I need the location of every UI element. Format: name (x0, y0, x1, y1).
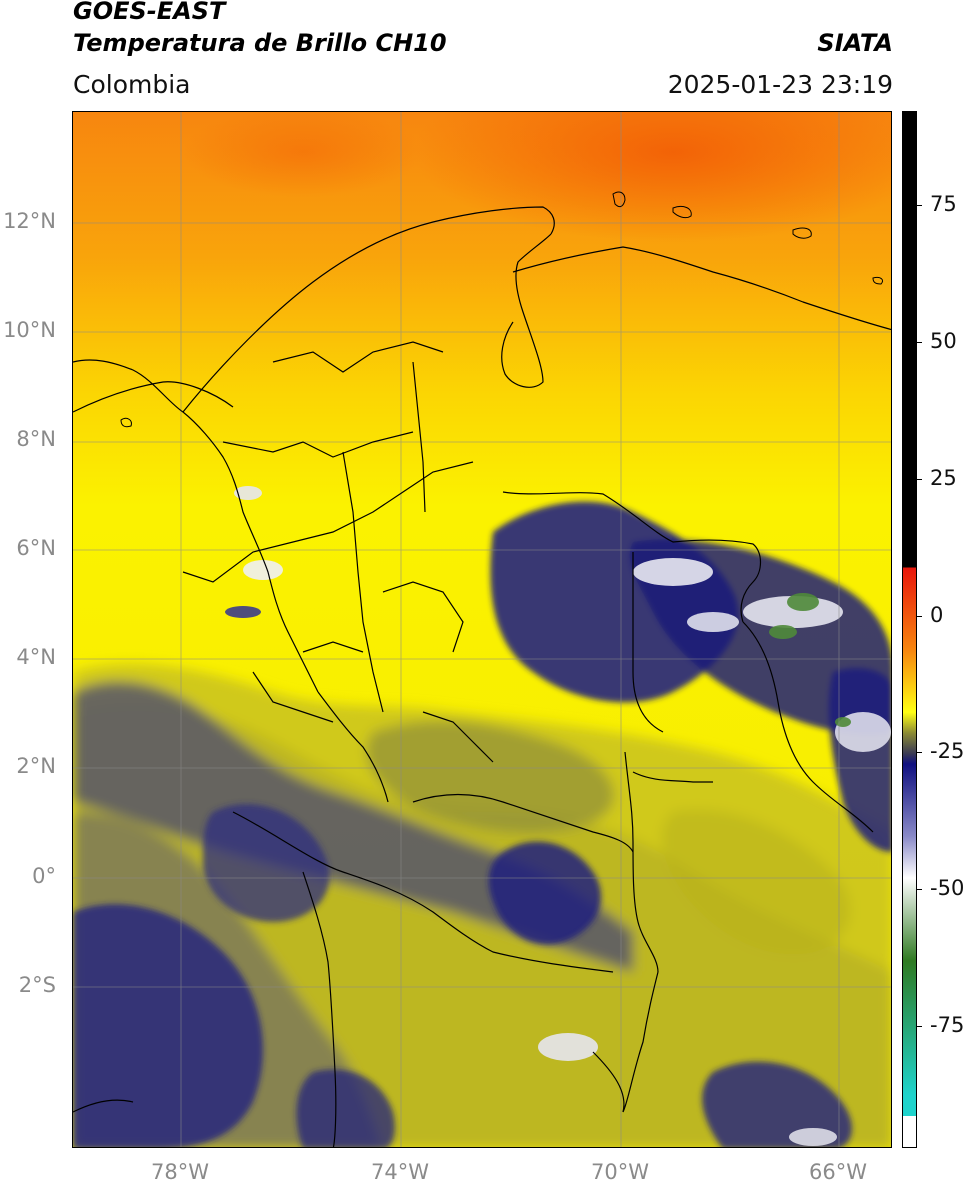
colorbar-tick (917, 205, 922, 206)
lat-label-10n: 10°N (3, 318, 56, 342)
lat-label-2n: 2°N (16, 754, 56, 778)
graticule (73, 112, 891, 1147)
region-label: Colombia (73, 70, 191, 99)
lat-label-8n: 8°N (16, 427, 56, 451)
colorbar-label: 75 (930, 192, 957, 216)
convective-clouds (73, 501, 891, 1147)
colorbar-tick (917, 1026, 922, 1027)
colorbar-label: -25 (930, 739, 965, 763)
colorbar-label: 50 (930, 329, 957, 353)
warm-area (413, 112, 891, 242)
lat-label-12n: 12°N (3, 209, 56, 233)
colorbar (902, 111, 917, 1148)
satellite-map (73, 112, 891, 1147)
map-panel (72, 111, 892, 1148)
lat-label-4n: 4°N (16, 645, 56, 669)
colorbar-label: 25 (930, 466, 957, 490)
colorbar-label: -50 (930, 876, 965, 900)
product-title: Temperatura de Brillo CH10 (73, 29, 447, 57)
lon-label-74w: 74°W (371, 1160, 429, 1184)
colorbar-tick (917, 616, 922, 617)
colorbar-label: -75 (930, 1013, 965, 1037)
agency-label: SIATA (817, 29, 893, 57)
colorbar-label: 0 (930, 603, 944, 627)
lat-label-2s: 2°S (18, 973, 56, 997)
colorbar-tick (917, 342, 922, 343)
colorbar-tick (917, 889, 922, 890)
lon-label-70w: 70°W (591, 1160, 649, 1184)
satellite-name: GOES-EAST (73, 0, 226, 25)
colorbar-tick (917, 479, 922, 480)
cold-cloud-tops (225, 486, 891, 1146)
timestamp-label: 2025-01-23 23:19 (667, 70, 893, 99)
lon-label-66w: 66°W (809, 1160, 867, 1184)
lat-label-0: 0° (32, 864, 56, 888)
warm-area-west (183, 112, 423, 197)
borders (73, 206, 891, 1147)
lat-label-6n: 6°N (16, 536, 56, 560)
lon-label-78w: 78°W (151, 1160, 209, 1184)
colorbar-tick (917, 752, 922, 753)
islands (120, 191, 884, 428)
